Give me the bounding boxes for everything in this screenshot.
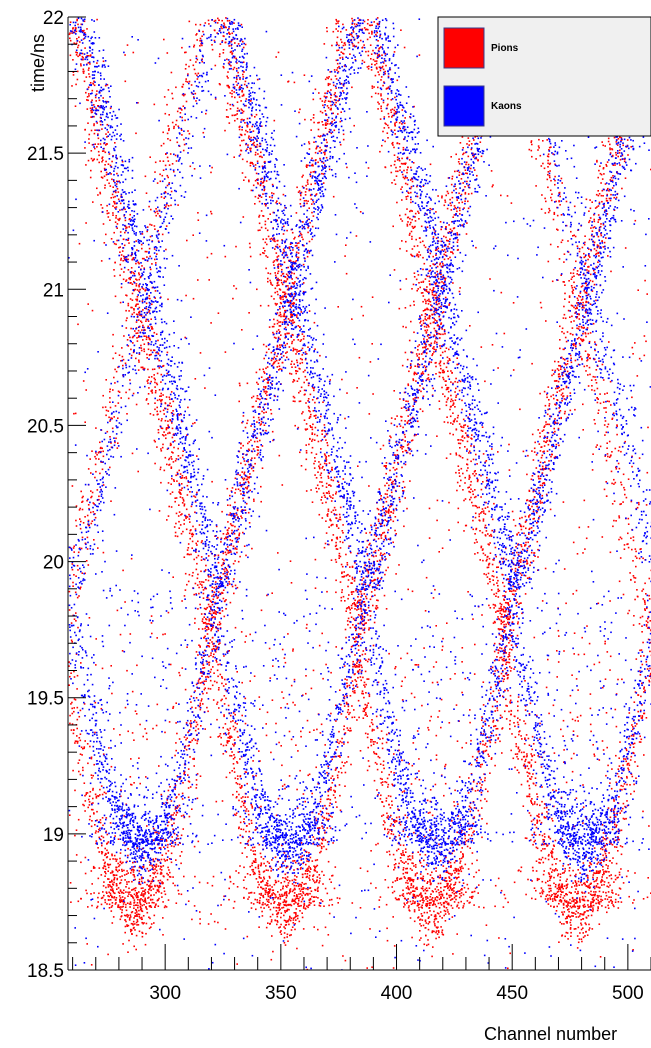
y-tick-label: 21.5: [27, 144, 64, 165]
x-tick-label: 400: [381, 983, 413, 1004]
legend-label-pions: Pions: [491, 43, 519, 54]
legend: Pions Kaons: [437, 16, 651, 137]
y-tick-label: 20.5: [27, 416, 64, 437]
y-axis: 18.5 19 19.5 20 20.5 21 21.5 22: [27, 8, 86, 982]
y-tick-label: 22: [43, 8, 64, 29]
y-tick-label: 21: [43, 280, 64, 301]
x-tick-label: 450: [496, 983, 528, 1004]
x-tick-label: 500: [612, 983, 644, 1004]
series-kaons: [68, 17, 651, 970]
legend-swatch-pions: [443, 27, 485, 69]
x-tick-label: 350: [265, 983, 297, 1004]
y-tick-label: 18.5: [27, 961, 64, 982]
legend-label-kaons: Kaons: [491, 101, 522, 112]
legend-swatch-kaons: [443, 85, 485, 127]
y-axis-title: time/ns: [28, 34, 48, 92]
x-tick-label: 300: [149, 983, 181, 1004]
scatter-points: [68, 17, 651, 970]
y-tick-label: 20: [43, 553, 64, 574]
y-tick-label: 19.5: [27, 689, 64, 710]
x-axis-title: Channel number: [484, 1024, 617, 1044]
x-axis: 300 350 400 450 500: [72, 944, 651, 1004]
y-tick-label: 19: [43, 825, 64, 846]
